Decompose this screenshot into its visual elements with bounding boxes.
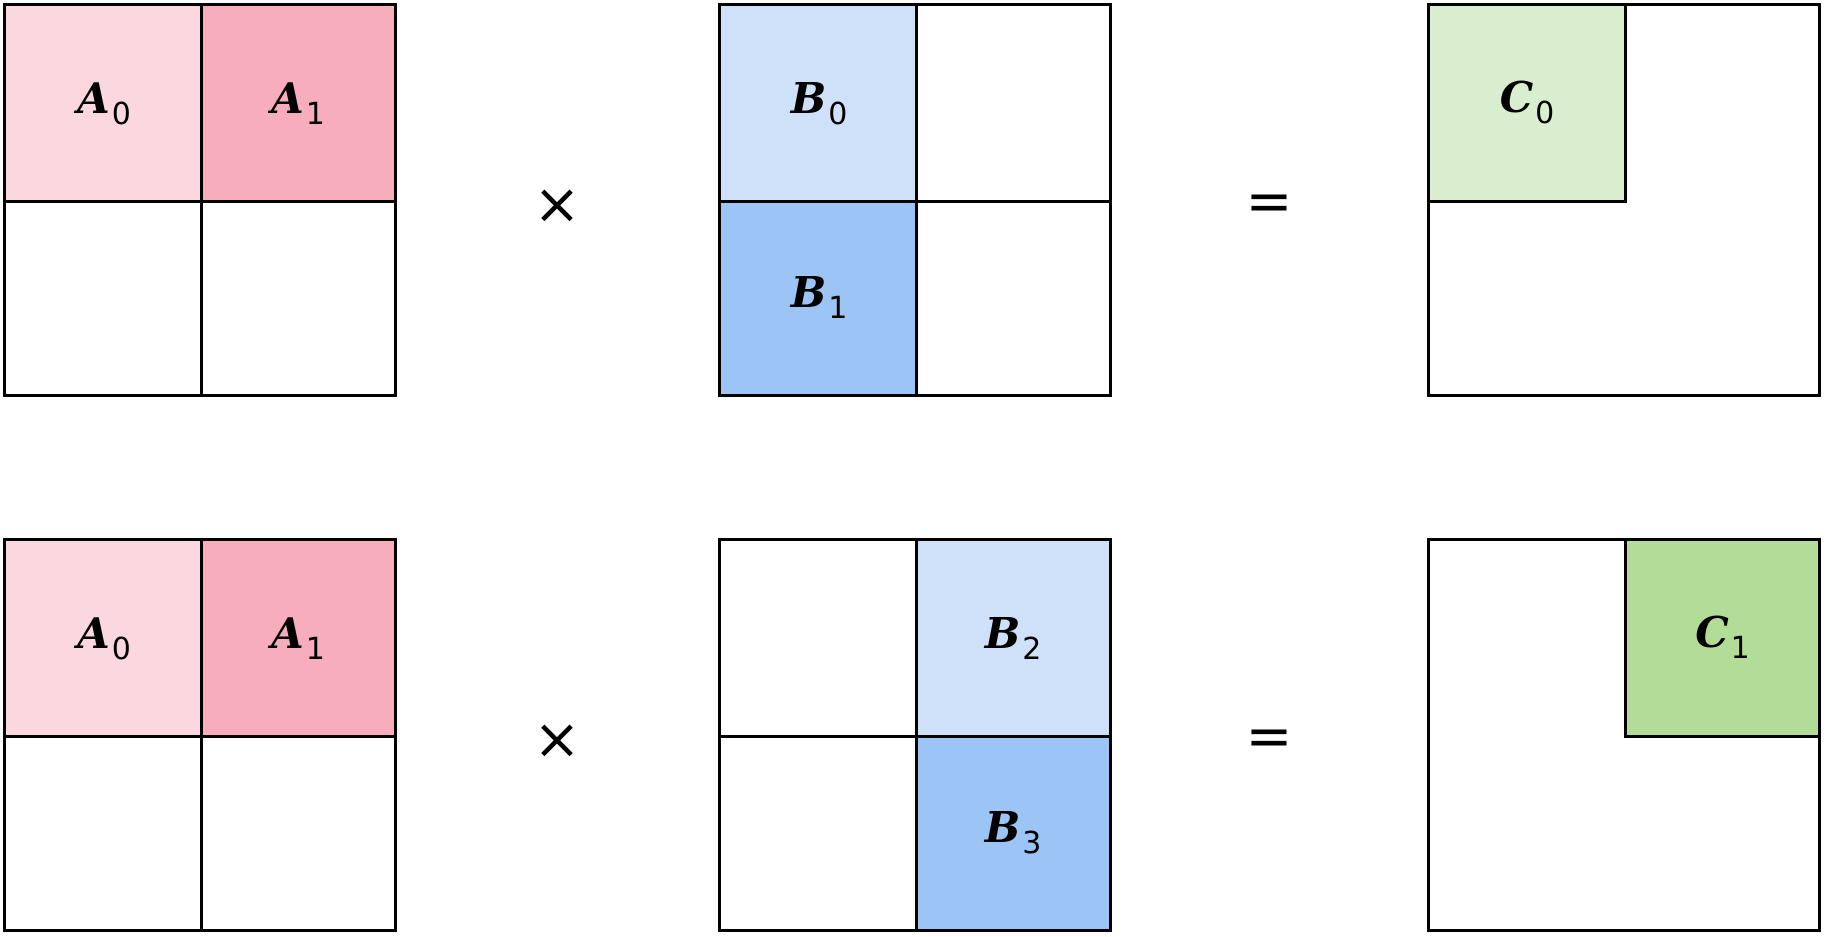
block-label: C0 [1499, 73, 1555, 131]
block-label: C1 [1695, 608, 1750, 666]
block-label: A0 [77, 609, 131, 667]
block-label: B0 [790, 74, 848, 132]
block-c0: C0 [1430, 6, 1627, 203]
block-b2: B2 [917, 541, 1109, 737]
block-b3: B3 [917, 737, 1109, 929]
block-label: A0 [77, 74, 131, 132]
block-label: B2 [984, 609, 1042, 667]
matrix-c-row1: C0 [1427, 3, 1821, 397]
matrix-b-row2: B2 B3 [718, 538, 1112, 932]
block-c1: C1 [1624, 541, 1818, 738]
block-label: B3 [984, 803, 1042, 861]
block-a1: A1 [202, 541, 394, 737]
multiply-operator: × [533, 707, 581, 772]
block-b1: B1 [721, 202, 917, 394]
block-label: B1 [790, 268, 848, 326]
block-label: A1 [271, 74, 325, 132]
block-b0: B0 [721, 6, 917, 202]
grid-line [721, 200, 1109, 203]
matrix-a-row1: A0 A1 [3, 3, 397, 397]
block-a1: A1 [202, 6, 394, 202]
matrix-c-row2: C1 [1427, 538, 1821, 932]
multiply-operator: × [533, 172, 581, 237]
grid-line [6, 735, 394, 738]
matrix-a-row2: A0 A1 [3, 538, 397, 932]
grid-line [721, 735, 1109, 738]
block-a0: A0 [6, 541, 202, 737]
equals-operator: = [1245, 704, 1293, 769]
matrix-b-row1: B0 B1 [718, 3, 1112, 397]
equals-operator: = [1245, 169, 1293, 234]
grid-line [6, 200, 394, 203]
block-label: A1 [271, 609, 325, 667]
block-a0: A0 [6, 6, 202, 202]
